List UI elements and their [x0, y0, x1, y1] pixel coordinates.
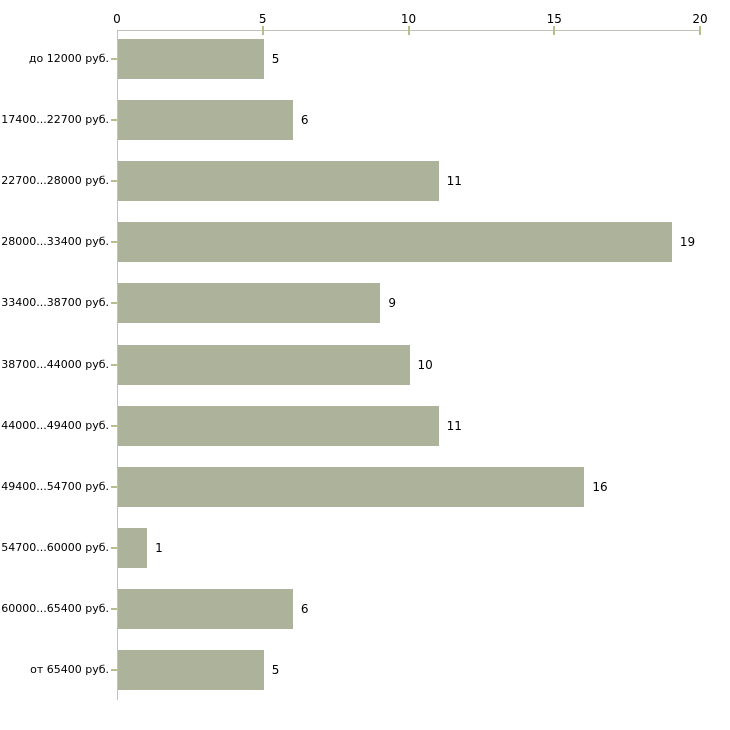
- category-tick-mark: [111, 180, 117, 183]
- x-tick-mark: [407, 26, 410, 35]
- bar: [118, 466, 585, 507]
- category-label: 54700...60000 руб.: [1, 540, 109, 554]
- x-tick-label: 10: [400, 12, 417, 26]
- category-label: 38700...44000 руб.: [1, 357, 109, 371]
- value-label: 19: [679, 235, 696, 250]
- category-tick-mark: [111, 302, 117, 305]
- value-label: 16: [592, 479, 608, 494]
- x-tick-mark: [261, 26, 264, 35]
- bar: [118, 161, 439, 202]
- category-tick-mark: [111, 58, 117, 60]
- bar: [118, 588, 293, 629]
- value-label: 5: [271, 52, 280, 66]
- category-label: 49400...54700 руб.: [1, 479, 109, 493]
- value-label: 10: [417, 357, 433, 372]
- category-label: 22700...28000 руб.: [1, 174, 109, 188]
- category-label: 28000...33400 руб.: [1, 235, 109, 249]
- y-axis-line: [117, 30, 118, 700]
- category-label: 60000...65400 руб.: [1, 601, 109, 615]
- value-label: 6: [300, 113, 309, 128]
- x-tick-label: 0: [113, 12, 121, 26]
- category-tick-mark: [111, 363, 117, 366]
- category-label: от 65400 руб.: [30, 663, 109, 676]
- bar: [118, 650, 264, 690]
- value-label: 11: [446, 418, 462, 433]
- category-tick-mark: [111, 119, 117, 122]
- x-tick-label: 5: [258, 12, 267, 26]
- category-tick-mark: [111, 607, 117, 610]
- bar: [118, 344, 410, 385]
- x-tick-mark: [553, 26, 556, 35]
- category-tick-mark: [111, 485, 117, 488]
- x-tick-label: 15: [546, 12, 562, 26]
- category-tick-mark: [111, 546, 117, 549]
- bar: [118, 100, 293, 141]
- value-label: 9: [388, 296, 396, 311]
- value-label: 11: [446, 174, 462, 189]
- value-label: 5: [271, 663, 280, 677]
- category-label: 44000...49400 руб.: [1, 418, 109, 432]
- bar: [118, 405, 439, 446]
- bar: [118, 39, 264, 79]
- category-label: 17400...22700 руб.: [1, 113, 109, 127]
- x-tick-label: 20: [692, 12, 708, 26]
- category-tick-mark: [111, 424, 117, 427]
- value-label: 1: [155, 540, 163, 555]
- bar: [118, 527, 148, 568]
- category-tick-mark: [111, 669, 117, 671]
- category-label: до 12000 руб.: [28, 52, 109, 65]
- bar: [118, 222, 672, 263]
- bar: [118, 283, 381, 324]
- category-tick-mark: [111, 241, 117, 244]
- x-tick-mark: [699, 26, 701, 35]
- value-label: 6: [300, 601, 309, 616]
- category-label: 33400...38700 руб.: [1, 296, 109, 310]
